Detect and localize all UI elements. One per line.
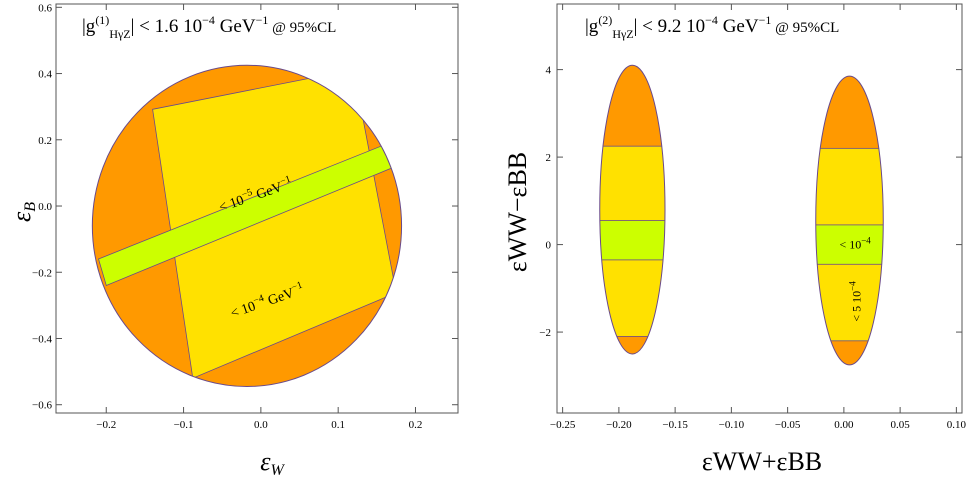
right-contour-plot: −0.25 −0.20 −0.15 −0.10 −0.05 0.00 0.05 0.10 −2… bbox=[503, 3, 967, 476]
y-tick-label: 0 bbox=[546, 240, 552, 252]
blob1-outline bbox=[599, 64, 666, 355]
y-tick-label: 0.0 bbox=[38, 201, 52, 213]
y-tick-label: −2 bbox=[539, 327, 551, 339]
x-tick-label: −0.2 bbox=[96, 419, 116, 431]
y-tick-label: 0.2 bbox=[38, 135, 52, 147]
left-y-axis-label: εB bbox=[7, 202, 39, 222]
outer-contour bbox=[91, 64, 403, 388]
y-tick-label: 2 bbox=[546, 152, 552, 164]
green-band bbox=[98, 139, 402, 287]
blob1-green-region bbox=[599, 220, 665, 261]
y-tick-label: −0.2 bbox=[32, 267, 52, 279]
x-tick-label: −0.1 bbox=[174, 419, 194, 431]
right-y-ticks: −2 0 2 4 bbox=[539, 65, 962, 339]
right-y-axis-label: εWW−εBB bbox=[503, 152, 532, 272]
x-tick-label: −0.25 bbox=[550, 419, 576, 431]
right-x-ticks: −0.25 −0.20 −0.15 −0.10 −0.05 0.00 0.05 0.10 bbox=[550, 4, 967, 431]
x-tick-label: −0.05 bbox=[775, 419, 801, 431]
x-tick-label: 0.05 bbox=[891, 419, 911, 431]
x-tick-label: 0.10 bbox=[947, 419, 967, 431]
x-tick-label: −0.15 bbox=[662, 419, 688, 431]
y-tick-label: 0.4 bbox=[38, 69, 52, 81]
y-tick-label: −0.4 bbox=[32, 333, 52, 345]
right-x-axis-label: εWW+εBB bbox=[702, 447, 822, 476]
green-region-label: < 10−4 bbox=[839, 236, 871, 252]
right-title: |g(2)HγZ| < 9.2 10−4 GeV−1 @ 95%CL bbox=[585, 13, 839, 41]
y-tick-label: 4 bbox=[546, 65, 552, 77]
x-tick-label: 0.00 bbox=[834, 419, 854, 431]
blob2-green-region bbox=[815, 224, 884, 265]
y-tick-label: −0.6 bbox=[32, 400, 52, 412]
left-regions bbox=[91, 64, 403, 388]
right-blob bbox=[815, 75, 884, 366]
y-tick-label: 0.6 bbox=[38, 2, 52, 14]
x-tick-label: 0.2 bbox=[409, 419, 423, 431]
x-tick-label: 0.1 bbox=[331, 419, 345, 431]
left-plot-frame bbox=[55, 3, 459, 414]
x-tick-label: 0.0 bbox=[254, 419, 268, 431]
blob2-outline bbox=[815, 75, 884, 366]
x-tick-label: −0.20 bbox=[606, 419, 632, 431]
yellow-region-label: < 5 10−4 bbox=[848, 281, 864, 322]
left-contour-plot: −0.2 −0.1 0.0 0.1 0.2 −0.6 −0.4 −0.2 0.0 0.2 0.4 0… bbox=[7, 2, 459, 477]
right-plot-frame bbox=[556, 3, 963, 414]
left-title: |g(1)HγZ| < 1.6 10−4 GeV−1 @ 95%CL bbox=[82, 13, 336, 41]
left-y-ticks: −0.6 −0.4 −0.2 0.0 0.2 0.4 0.6 bbox=[32, 2, 458, 412]
left-x-ticks: −0.2 −0.1 0.0 0.1 0.2 bbox=[96, 4, 422, 431]
left-blob bbox=[599, 64, 666, 355]
x-tick-label: −0.10 bbox=[719, 419, 745, 431]
left-x-axis-label: εW bbox=[260, 447, 285, 477]
